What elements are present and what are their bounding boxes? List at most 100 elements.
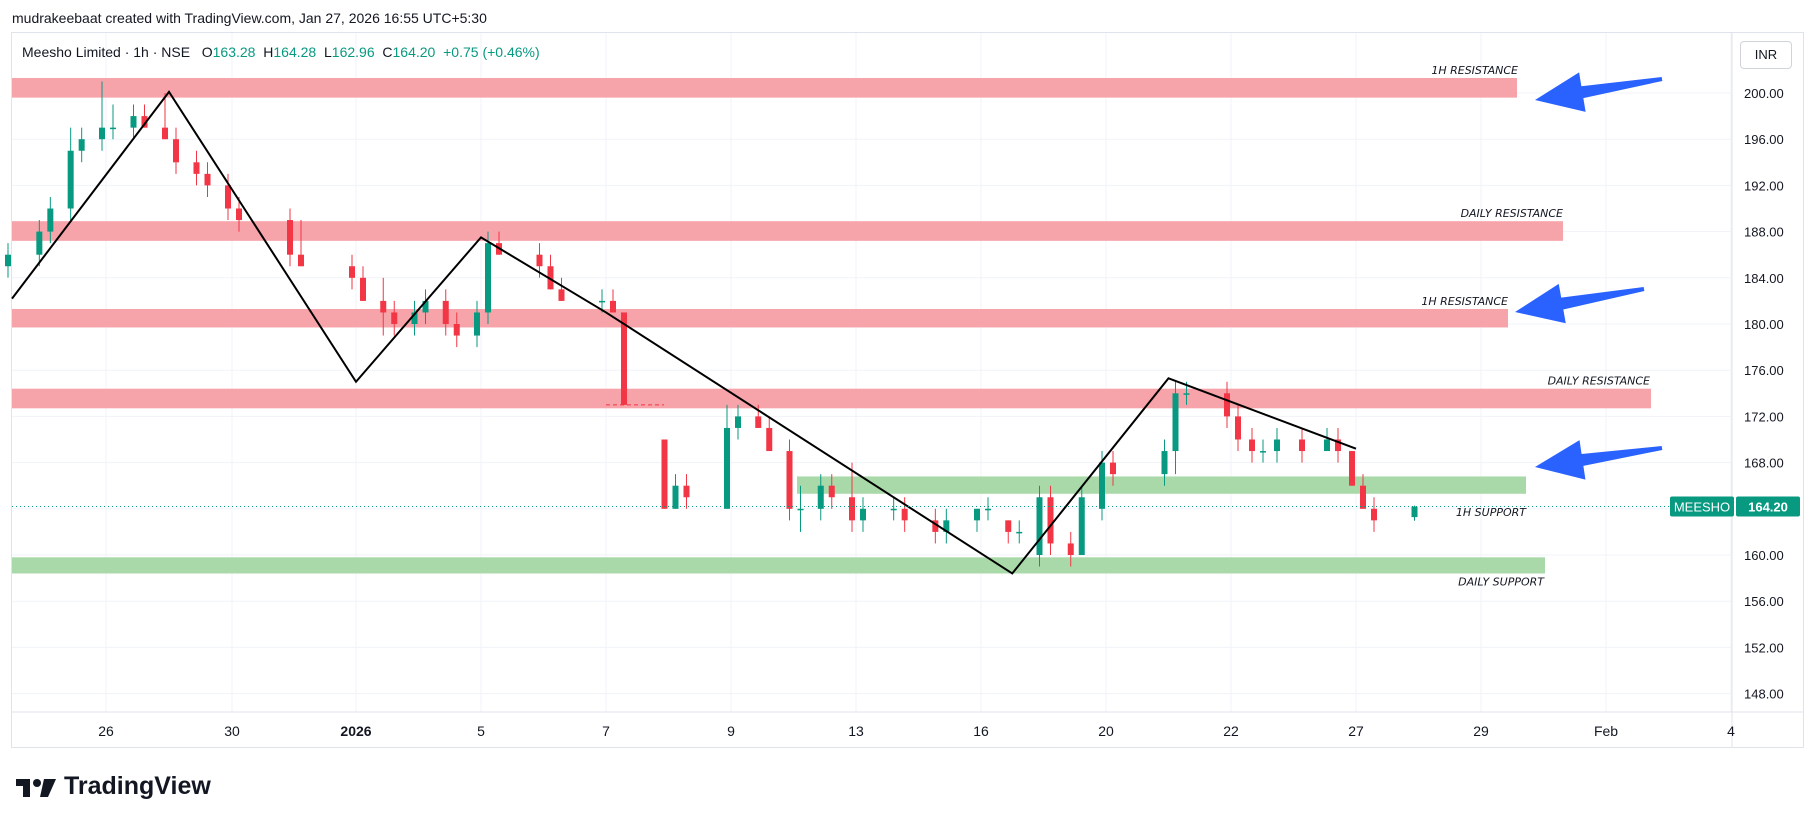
symbol-badge-label: MEESHO xyxy=(1674,499,1730,514)
candle-body xyxy=(901,508,908,521)
candle-body xyxy=(536,254,543,267)
candle-body xyxy=(78,139,85,151)
zone-resistance xyxy=(12,388,1651,409)
candle-body xyxy=(162,127,168,140)
candle-body xyxy=(130,116,137,128)
candle-body xyxy=(860,508,866,521)
candle-body xyxy=(1099,462,1105,509)
candle-body xyxy=(298,254,304,267)
candle-body xyxy=(349,266,355,278)
candle-body xyxy=(99,127,105,140)
time-tick-label: 13 xyxy=(848,723,864,739)
candle-body xyxy=(1349,451,1355,486)
price-tick-label: 148.00 xyxy=(1744,687,1784,702)
candle-body xyxy=(193,162,200,174)
time-tick-label: 27 xyxy=(1348,723,1364,739)
candle-body xyxy=(797,508,804,511)
zone-label: 1H RESISTANCE xyxy=(1431,64,1518,77)
candle-body xyxy=(287,220,293,255)
candle-body xyxy=(890,508,897,511)
candle-body xyxy=(173,139,179,163)
price-tick-label: 156.00 xyxy=(1744,594,1784,609)
candle-body xyxy=(204,173,211,186)
zone-label: 1H RESISTANCE xyxy=(1421,295,1508,308)
price-tick-label: 192.00 xyxy=(1744,178,1784,193)
arrow-shape xyxy=(1535,440,1663,480)
candle-body xyxy=(422,300,429,313)
price-tick-label: 180.00 xyxy=(1744,317,1784,332)
candle-body xyxy=(47,208,54,232)
time-tick-label: Feb xyxy=(1594,723,1618,739)
change-value: +0.75 (+0.46%) xyxy=(443,44,540,60)
candle-body xyxy=(1161,451,1168,475)
candle-body xyxy=(1067,543,1074,555)
candle-body xyxy=(110,127,116,130)
symbol-title[interactable]: Meesho Limited · 1h · NSE xyxy=(22,44,191,60)
candle-body xyxy=(1047,497,1054,544)
zone-resistance xyxy=(12,308,1508,328)
time-tick-label: 29 xyxy=(1473,723,1489,739)
candle-body xyxy=(485,243,491,313)
chart-caption: mudrakeebaat created with TradingView.co… xyxy=(12,10,487,26)
candle-body xyxy=(735,416,741,428)
candle-body xyxy=(5,254,11,267)
candle-body xyxy=(236,208,242,221)
time-tick-label: 4 xyxy=(1727,723,1735,739)
chart-frame xyxy=(11,32,1804,748)
candle-body xyxy=(985,508,991,511)
candle-body xyxy=(1224,393,1230,417)
candle-body xyxy=(661,439,668,509)
arrow-shape xyxy=(1515,283,1645,324)
candle-body xyxy=(547,266,554,290)
open-label: O xyxy=(201,44,213,60)
candle-body xyxy=(442,300,449,324)
candle-body xyxy=(1360,485,1366,509)
symbol-badge xyxy=(1670,496,1734,517)
last-price-badge xyxy=(1736,496,1800,517)
candle-body xyxy=(1274,439,1280,452)
candle-body xyxy=(360,277,366,301)
candle-body xyxy=(974,508,980,521)
price-tick-label: 200.00 xyxy=(1744,86,1784,101)
symbol-legend: Meesho Limited · 1h · NSE O163.28 H164.2… xyxy=(22,44,540,60)
candle-body xyxy=(1299,439,1305,452)
candle-body xyxy=(1324,439,1330,452)
candle-body xyxy=(411,312,418,324)
time-tick-label: 20 xyxy=(1098,723,1114,739)
candle-body xyxy=(1183,393,1190,395)
currency-button[interactable]: INR xyxy=(1740,41,1792,69)
candle-body xyxy=(1371,508,1377,521)
close-value: 164.20 xyxy=(392,44,436,60)
candle-body xyxy=(932,520,939,532)
candle-body xyxy=(1005,520,1012,532)
candle-body xyxy=(1078,497,1085,555)
tradingview-logo-icon xyxy=(16,778,56,797)
price-tick-label: 172.00 xyxy=(1744,409,1784,424)
candle-body xyxy=(786,451,793,509)
zone-label: DAILY SUPPORT xyxy=(1458,575,1545,588)
annotation-arrow xyxy=(1535,440,1663,480)
candle-body xyxy=(1411,506,1418,518)
candle-body xyxy=(225,185,231,209)
candle-body xyxy=(849,497,855,521)
time-tick-label: 26 xyxy=(98,723,114,739)
zone-support xyxy=(797,476,1526,494)
time-tick-label: 9 xyxy=(727,723,735,739)
candle-body xyxy=(380,300,387,313)
price-tick-label: 152.00 xyxy=(1744,640,1784,655)
high-value: 164.28 xyxy=(273,44,317,60)
price-tick-label: 196.00 xyxy=(1744,132,1784,147)
candle-body xyxy=(558,289,565,301)
candle-body xyxy=(1172,393,1179,452)
candle-body xyxy=(683,485,690,498)
zone-support xyxy=(12,557,1545,574)
last-price-label: 164.20 xyxy=(1748,499,1788,514)
candle-body xyxy=(828,485,835,498)
annotation-arrow xyxy=(1535,72,1663,112)
candle-body xyxy=(621,312,627,405)
zone-label: DAILY RESISTANCE xyxy=(1548,375,1650,388)
arrow-shape xyxy=(1535,72,1663,112)
tradingview-logo[interactable]: TradingView xyxy=(14,772,211,801)
zone-resistance xyxy=(12,77,1517,98)
